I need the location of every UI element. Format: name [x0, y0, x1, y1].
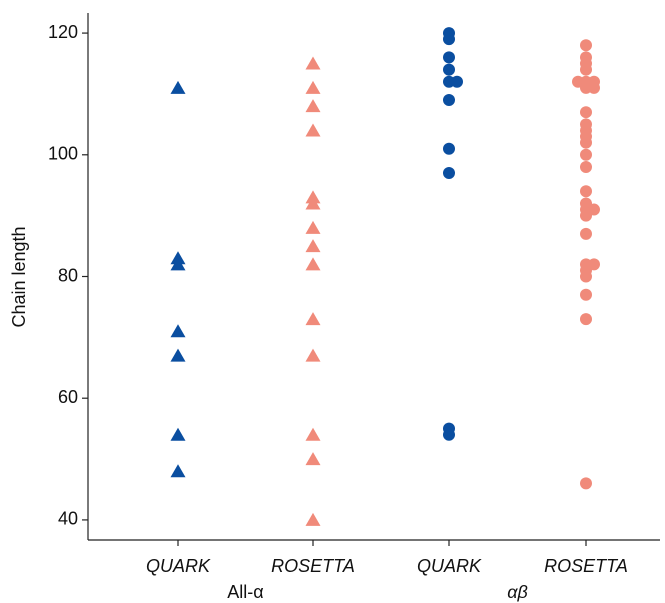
data-point: [305, 427, 321, 441]
data-point: [305, 220, 321, 234]
data-point: [443, 428, 455, 441]
x-tick-label: QUARK: [417, 556, 482, 576]
data-point: [305, 257, 321, 271]
data-point: [305, 452, 321, 466]
data-point: [443, 51, 455, 64]
data-point: [170, 324, 186, 338]
data-point: [443, 142, 455, 155]
data-point: [170, 80, 186, 94]
group-label: All-α: [227, 582, 263, 602]
data-point: [305, 196, 321, 210]
data-point: [580, 185, 592, 198]
x-tick-label: ROSETTA: [271, 556, 355, 576]
data-point: [580, 288, 592, 301]
data-point: [580, 39, 592, 52]
data-point: [443, 94, 455, 107]
data-point: [580, 148, 592, 161]
data-point: [170, 348, 186, 362]
y-tick-label: 60: [58, 387, 78, 407]
data-point: [305, 312, 321, 326]
data-point: [588, 81, 600, 94]
x-tick-label: ROSETTA: [544, 556, 628, 576]
data-point: [305, 239, 321, 253]
x-tick-label: QUARK: [146, 556, 211, 576]
data-point: [305, 512, 321, 526]
data-point: [580, 477, 592, 490]
data-point: [580, 209, 592, 222]
data-point: [305, 56, 321, 70]
y-tick-label: 40: [58, 509, 78, 529]
data-point: [170, 257, 186, 271]
data-point: [580, 160, 592, 173]
data-point: [170, 464, 186, 478]
y-tick-label: 120: [48, 22, 78, 42]
data-point: [305, 123, 321, 137]
y-tick-label: 100: [48, 144, 78, 164]
data-point: [305, 99, 321, 113]
data-point: [443, 33, 455, 46]
data-point: [305, 80, 321, 94]
y-axis-label: Chain length: [9, 226, 29, 327]
data-point: [451, 75, 463, 88]
data-point: [443, 63, 455, 76]
data-point: [580, 63, 592, 76]
data-point: [580, 270, 592, 283]
data-point: [443, 167, 455, 180]
data-point: [580, 106, 592, 119]
data-point: [580, 227, 592, 240]
group-label: αβ: [507, 582, 528, 602]
data-point: [580, 313, 592, 326]
data-point: [580, 136, 592, 149]
data-point: [170, 427, 186, 441]
data-point: [305, 348, 321, 362]
y-tick-label: 80: [58, 265, 78, 285]
